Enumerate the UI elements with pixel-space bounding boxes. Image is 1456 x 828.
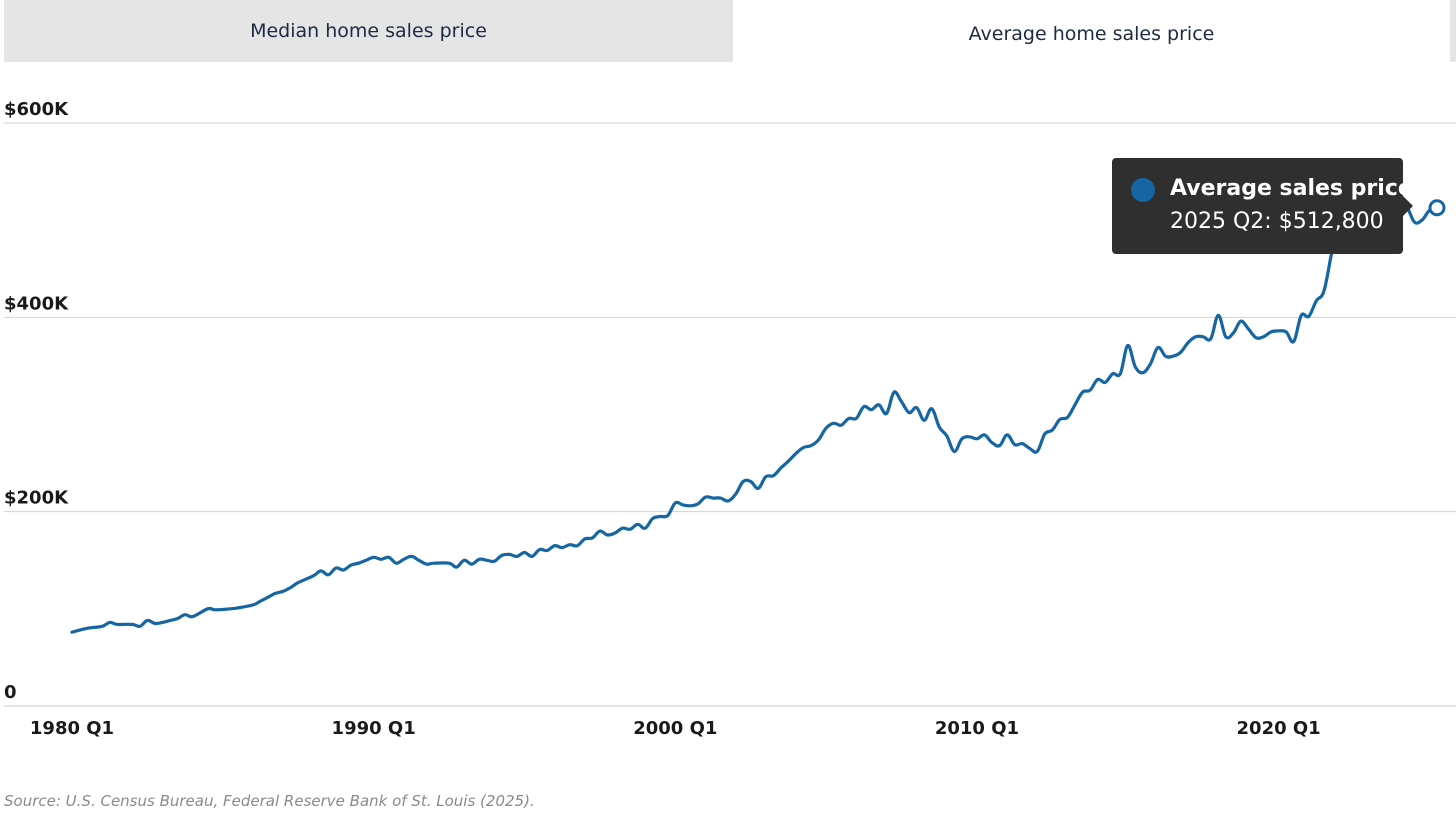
chart-tooltip: Average sales price 2025 Q2: $512,800 bbox=[1112, 158, 1413, 254]
tab-average-price[interactable]: Average home sales price bbox=[733, 5, 1450, 62]
x-tick-label: 2010 Q1 bbox=[935, 718, 1019, 739]
x-tick-label: 1990 Q1 bbox=[332, 718, 416, 739]
y-tick-label: $600K bbox=[4, 99, 69, 120]
tooltip-pointer bbox=[1403, 196, 1413, 216]
hovered-point-marker bbox=[1428, 199, 1446, 217]
x-tick-label: 2020 Q1 bbox=[1237, 718, 1321, 739]
tooltip-value: 2025 Q2: $512,800 bbox=[1170, 209, 1384, 234]
series-line bbox=[70, 176, 1439, 634]
x-tick-label: 2000 Q1 bbox=[633, 718, 717, 739]
tooltip-series-name: Average sales price bbox=[1170, 176, 1413, 201]
source-note: Source: U.S. Census Bureau, Federal Rese… bbox=[4, 792, 535, 810]
tooltip-series-dot bbox=[1131, 178, 1155, 202]
tab-average-price-label: Average home sales price bbox=[968, 22, 1215, 45]
y-tick-label: $400K bbox=[4, 293, 69, 314]
tab-bar: Median home sales price Average home sal… bbox=[0, 0, 1456, 62]
x-tick-label: 1980 Q1 bbox=[30, 718, 114, 739]
tab-median-price[interactable]: Median home sales price bbox=[4, 0, 733, 62]
y-tick-label: $200K bbox=[4, 488, 69, 509]
tab-bar-edge bbox=[1450, 0, 1456, 62]
y-tick-label: 0 bbox=[4, 682, 17, 703]
line-chart: 0 $200K $400K $600K 1980 Q1 1990 Q1 2000 Q1 201… bbox=[4, 99, 1456, 739]
tab-median-price-label: Median home sales price bbox=[250, 20, 487, 42]
